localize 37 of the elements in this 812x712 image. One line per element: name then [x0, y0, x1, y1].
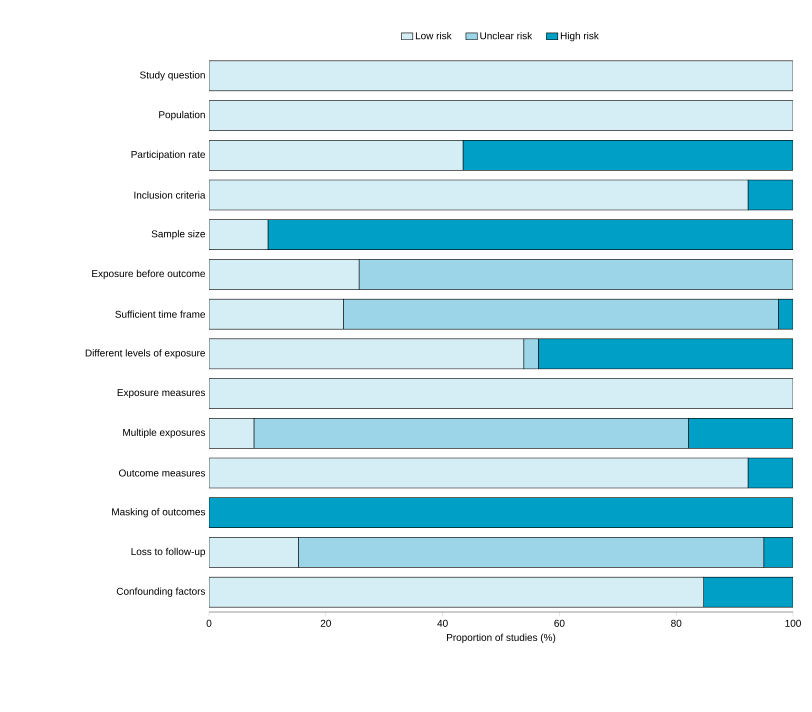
y-tick-label: Outcome measures [119, 469, 206, 477]
bar [748, 458, 794, 488]
bar [778, 298, 794, 330]
y-tick-label: Exposure measures [118, 389, 206, 398]
legend-label: Unclear risk [480, 32, 532, 40]
bar [209, 497, 794, 528]
y-tick-label: Inclusion criteria [134, 191, 206, 199]
y-tick-label: Confounding factors [116, 588, 206, 597]
bar [209, 378, 794, 409]
x-tick-label: 100 [785, 620, 801, 627]
bar [462, 140, 794, 171]
bar [748, 180, 794, 210]
x-tick-label: 20 [320, 620, 331, 627]
y-tick-label: Exposure before outcome [92, 270, 206, 280]
bar [688, 418, 794, 449]
y-tick-label: Different levels of exposure [86, 349, 206, 358]
y-tick-label: Population [159, 110, 205, 120]
bar [209, 100, 794, 131]
x-tick-label: 80 [671, 620, 682, 627]
y-tick-label: Multiple exposures [123, 428, 206, 438]
y-tick-label: Loss to follow-up [132, 548, 206, 558]
bar [538, 338, 794, 370]
x-tick-label: 0 [206, 620, 212, 627]
bar [209, 60, 794, 92]
y-tick-label: Study question [140, 71, 205, 80]
bar [764, 537, 794, 568]
bar [268, 219, 794, 250]
legend-label: High risk [560, 32, 599, 42]
y-tick-label: Participation rate [132, 150, 206, 160]
x-tick-label: 40 [437, 620, 448, 627]
y-tick-label: Sufficient time frame [115, 310, 206, 318]
y-tick-label: Sample size [152, 230, 206, 240]
legend-label: Low risk [416, 32, 452, 40]
x-tick-label: 60 [554, 620, 565, 627]
x-axis-title: Proportion of studies (%) [446, 634, 556, 643]
y-tick-label: Masking of outcomes [112, 508, 206, 518]
bar [703, 576, 794, 608]
